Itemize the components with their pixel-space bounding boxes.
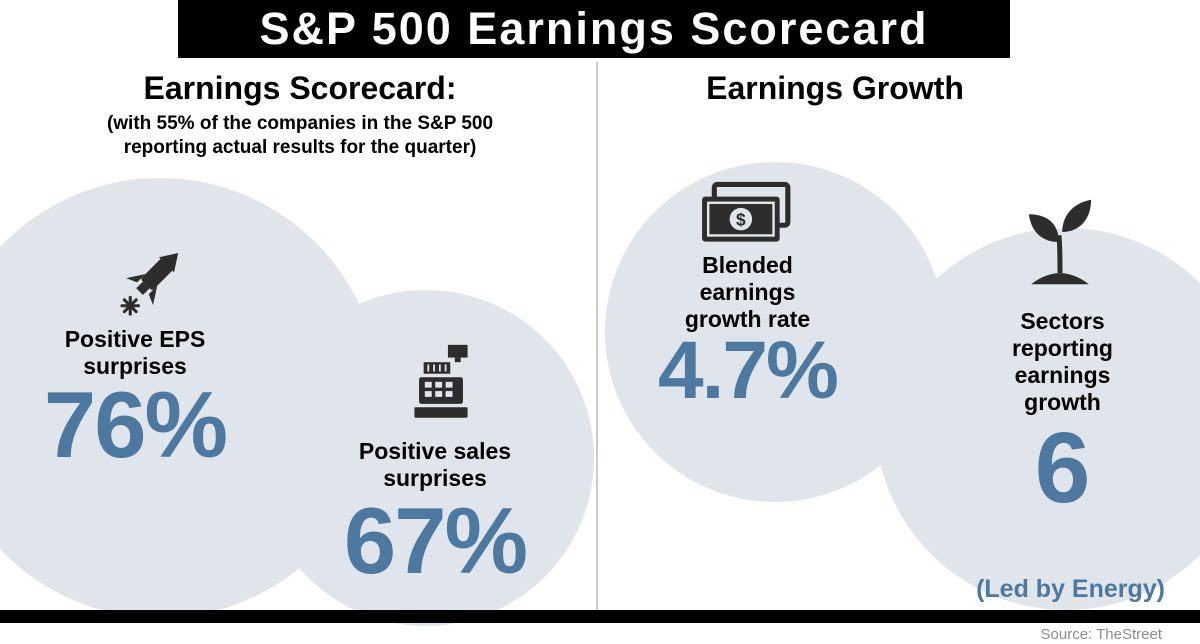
stat-label-line: growth xyxy=(1024,389,1101,415)
stat-label-line: surprises xyxy=(383,465,487,491)
stat-label-positive-sales: Positive sales surprises xyxy=(325,438,545,492)
svg-text:$: $ xyxy=(736,209,746,229)
stat-value-sectors-growth: 6 xyxy=(1034,412,1091,524)
subtitle-line: reporting actual results for the quarter… xyxy=(123,137,477,158)
footnote-led-by-energy: (Led by Energy) xyxy=(976,575,1165,603)
stat-label-line: earnings xyxy=(699,279,796,305)
stat-label-sectors-growth: Sectors reporting earnings growth xyxy=(960,308,1165,416)
source-credit: Source: TheStreet xyxy=(1040,626,1162,643)
decorative-circle-sectors xyxy=(875,228,1200,610)
firework-rocket-icon xyxy=(116,244,192,320)
stat-label-line: growth rate xyxy=(684,306,811,332)
title-banner: S&P 500 Earnings Scorecard xyxy=(178,0,1010,58)
stat-label-line: Blended xyxy=(702,252,793,278)
stat-label-blended-growth: Blended earnings growth rate xyxy=(640,252,855,333)
stat-label-line: Positive sales xyxy=(358,438,512,464)
stat-label-line: Sectors xyxy=(1020,308,1105,334)
stat-label-line: earnings xyxy=(1014,362,1111,388)
stat-label-line: reporting xyxy=(1012,335,1113,361)
subtitle-line: (with 55% of the companies in the S&P 50… xyxy=(106,113,494,134)
stat-value-blended-growth: 4.7% xyxy=(658,325,839,416)
decorative-circle-sales xyxy=(258,290,594,626)
left-column-heading: Earnings Scorecard: xyxy=(143,70,457,106)
page-title: S&P 500 Earnings Scorecard xyxy=(259,3,929,54)
stat-label-line: Positive EPS xyxy=(64,326,206,352)
seedling-icon xyxy=(1020,194,1100,290)
cash-register-icon xyxy=(404,342,478,424)
left-column-subtitle: (with 55% of the companies in the S&P 50… xyxy=(20,112,580,160)
stat-value-positive-sales: 67% xyxy=(343,488,528,593)
bottom-rule-bar xyxy=(0,610,1200,623)
stat-value-positive-eps: 76% xyxy=(43,372,228,477)
stat-label-line: surprises xyxy=(83,353,187,379)
money-bill-icon: $ xyxy=(698,180,796,246)
column-divider xyxy=(596,62,598,610)
right-column-heading: Earnings Growth xyxy=(706,70,964,106)
stat-label-positive-eps: Positive EPS surprises xyxy=(30,326,240,380)
